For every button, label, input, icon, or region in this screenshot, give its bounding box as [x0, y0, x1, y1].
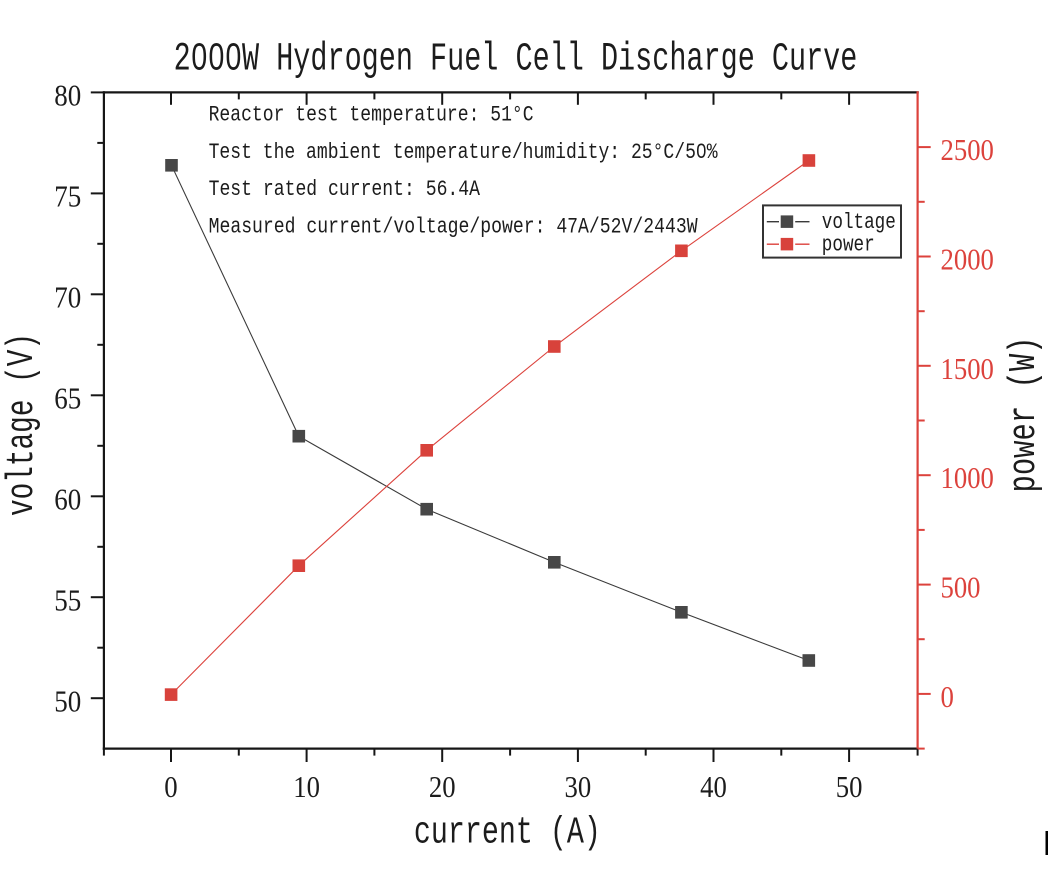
svg-text:2000: 2000 [941, 242, 994, 277]
svg-text:65: 65 [54, 381, 81, 416]
svg-text:power (W): power (W) [1003, 337, 1046, 493]
svg-text:500: 500 [941, 570, 981, 605]
svg-text:0: 0 [164, 769, 177, 804]
svg-text:Test the ambient temperature/h: Test the ambient temperature/humidity: 2… [209, 140, 719, 165]
svg-text:voltage (V): voltage (V) [1, 333, 44, 516]
svg-text:40: 40 [700, 769, 727, 804]
svg-text:50: 50 [54, 683, 81, 718]
svg-text:1500: 1500 [941, 351, 994, 386]
svg-text:70: 70 [54, 280, 81, 315]
svg-text:10: 10 [293, 769, 320, 804]
svg-text:55: 55 [54, 582, 81, 617]
svg-text:Measured current/voltage/power: Measured current/voltage/power: 47A/52V/… [209, 214, 699, 239]
svg-text:Reactor test temperature: 51°: Reactor test temperature: 51°C [209, 103, 534, 128]
svg-text:50: 50 [836, 769, 863, 804]
svg-text:voltage: voltage [822, 210, 896, 235]
svg-text:60: 60 [54, 482, 81, 517]
svg-text:1000: 1000 [941, 460, 994, 495]
svg-text:current (A): current (A) [414, 811, 601, 854]
svg-text:20: 20 [429, 769, 456, 804]
svg-text:30: 30 [565, 769, 592, 804]
svg-text:Test rated current: 56.4A: Test rated current: 56.4A [209, 177, 481, 202]
svg-text:80: 80 [54, 78, 81, 113]
svg-text:75: 75 [54, 179, 81, 214]
svg-text:0: 0 [941, 679, 954, 714]
svg-text:2000W Hydrogen Fuel Cell Disch: 2000W Hydrogen Fuel Cell Discharge Curve [174, 37, 858, 82]
svg-text:2500: 2500 [941, 132, 994, 167]
svg-text:power: power [822, 232, 875, 257]
